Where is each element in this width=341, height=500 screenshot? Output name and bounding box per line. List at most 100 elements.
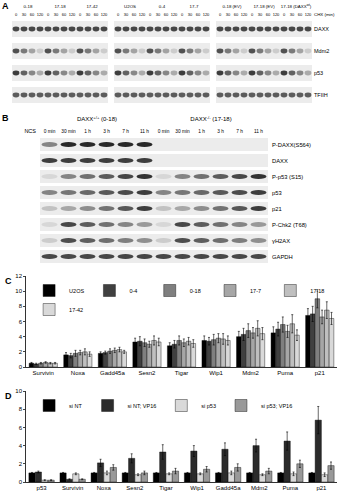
svg-text:7 h: 7 h [122,129,129,134]
svg-text:0-18: 0-18 [24,4,33,9]
svg-text:DAXX-/- (17-18): DAXX-/- (17-18) [190,115,231,122]
svg-text:p53: p53 [314,70,323,76]
svg-text:Wip1: Wip1 [190,485,204,491]
svg-text:10: 10 [15,288,22,294]
svg-text:0: 0 [19,364,23,370]
svg-text:P-Chk2 (T68): P-Chk2 (T68) [272,222,307,228]
svg-text:2: 2 [19,461,23,467]
svg-text:30: 30 [188,12,193,17]
svg-text:γH2AX: γH2AX [272,238,290,244]
svg-text:B: B [2,113,9,123]
svg-text:30: 30 [290,12,295,17]
svg-text:6: 6 [19,319,23,325]
svg-text:12: 12 [15,273,22,279]
svg-text:120: 120 [171,12,178,17]
svg-text:17-7: 17-7 [190,4,199,9]
svg-text:120: 120 [273,12,280,17]
svg-text:60: 60 [266,12,271,17]
svg-text:TFIIH: TFIIH [314,92,328,98]
svg-text:3 h: 3 h [217,129,224,134]
svg-text:Wip1: Wip1 [209,370,223,376]
svg-text:30 min: 30 min [175,129,190,134]
svg-text:Puma: Puma [283,485,299,491]
svg-text:0: 0 [15,12,18,17]
svg-text:30: 30 [124,12,129,17]
svg-text:0-18: 0-18 [190,288,201,294]
svg-text:0: 0 [149,12,152,17]
svg-text:C: C [5,276,12,286]
svg-text:0: 0 [251,12,254,17]
svg-text:CHX (min): CHX (min) [314,12,335,17]
svg-text:60: 60 [132,12,137,17]
svg-text:p53: p53 [272,190,282,196]
svg-text:120: 120 [37,12,44,17]
svg-text:Tigar: Tigar [159,485,172,491]
svg-text:p21: p21 [272,206,282,212]
svg-text:30 min: 30 min [61,129,76,134]
svg-text:DAXX+/+ (0-18): DAXX+/+ (0-18) [77,115,117,122]
svg-text:4: 4 [19,334,23,340]
svg-text:Sesn2: Sesn2 [138,370,156,376]
svg-text:8: 8 [19,406,23,412]
svg-text:P-DAXX(S564): P-DAXX(S564) [272,142,311,148]
svg-text:120: 120 [305,12,312,17]
svg-text:0: 0 [181,12,184,17]
svg-text:17-42: 17-42 [86,4,98,9]
svg-text:Mdm2: Mdm2 [251,485,268,491]
svg-text:120: 120 [139,12,146,17]
svg-text:30: 30 [54,12,59,17]
svg-text:D: D [5,391,12,401]
svg-text:10: 10 [15,388,22,394]
svg-text:U2OS: U2OS [69,288,84,294]
svg-text:30: 30 [258,12,263,17]
svg-text:0: 0 [79,12,82,17]
svg-text:0: 0 [19,479,23,485]
svg-text:0: 0 [47,12,50,17]
svg-text:1 h: 1 h [198,129,205,134]
svg-text:p53: p53 [37,485,48,491]
svg-text:17-42: 17-42 [69,307,83,313]
svg-text:si NT; VP16: si NT; VP16 [128,403,157,409]
svg-text:17-7: 17-7 [250,288,261,294]
svg-text:60: 60 [298,12,303,17]
svg-text:0 min: 0 min [44,129,56,134]
svg-text:0: 0 [219,12,222,17]
svg-text:11 h: 11 h [140,129,149,134]
svg-text:30: 30 [156,12,161,17]
svg-text:si p53: si p53 [201,403,216,409]
svg-text:Survivin: Survivin [62,485,83,491]
svg-text:0-4: 0-4 [129,288,137,294]
svg-text:U2OS: U2OS [124,4,136,9]
svg-text:DAXX: DAXX [272,158,288,164]
svg-text:3 h: 3 h [103,129,110,134]
svg-text:8: 8 [19,303,23,309]
svg-text:GAPDH: GAPDH [272,254,293,260]
svg-text:Survivin: Survivin [33,370,54,376]
svg-text:60: 60 [234,12,239,17]
svg-text:1 h: 1 h [84,129,91,134]
svg-text:120: 120 [69,12,76,17]
svg-text:si NT: si NT [69,403,82,409]
svg-text:30: 30 [86,12,91,17]
svg-text:Gadd45a: Gadd45a [100,370,125,376]
svg-text:6: 6 [19,425,23,431]
svg-text:Mdm2: Mdm2 [242,370,259,376]
svg-text:120: 120 [203,12,210,17]
svg-text:2: 2 [19,349,23,355]
svg-text:DAXX: DAXX [314,26,329,32]
svg-text:30: 30 [226,12,231,17]
svg-text:p21: p21 [316,485,327,491]
svg-text:11 h: 11 h [254,129,263,134]
svg-text:p21: p21 [315,370,326,376]
svg-text:Noxa: Noxa [97,485,112,491]
svg-text:Gadd45a: Gadd45a [216,485,241,491]
svg-text:17-18: 17-18 [54,4,66,9]
svg-text:60: 60 [62,12,67,17]
svg-text:NCS: NCS [24,128,36,134]
svg-text:P-p53 (S15): P-p53 (S15) [272,174,303,180]
svg-text:0: 0 [283,12,286,17]
svg-text:A: A [2,1,9,11]
svg-text:17-18: 17-18 [310,288,324,294]
svg-text:si p53; VP16: si p53; VP16 [261,403,292,409]
svg-text:Sesn2: Sesn2 [126,485,144,491]
